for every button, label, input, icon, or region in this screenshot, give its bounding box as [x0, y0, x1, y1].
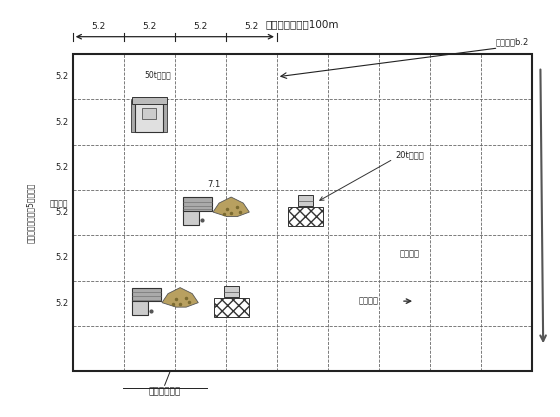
Text: 施工方向: 施工方向	[359, 296, 379, 306]
Text: 5.2: 5.2	[91, 22, 105, 31]
Text: 施工长度不小于100m: 施工长度不小于100m	[265, 19, 339, 29]
Bar	[73, 54, 532, 371]
Text: 5.2: 5.2	[55, 118, 68, 127]
Text: 5.2: 5.2	[55, 208, 68, 217]
Polygon shape	[213, 197, 249, 216]
Bar	[132, 288, 161, 301]
Bar	[162, 100, 167, 131]
Bar	[73, 100, 277, 371]
Text: 碾压层厚: 碾压层厚	[400, 249, 420, 258]
Text: 5.2: 5.2	[55, 72, 68, 81]
Bar	[183, 209, 199, 225]
Text: 路幅宽度b.2: 路幅宽度b.2	[496, 37, 529, 46]
Text: 5.2: 5.2	[244, 22, 259, 31]
Text: 5.2: 5.2	[55, 163, 68, 172]
Bar	[132, 97, 167, 103]
Bar	[132, 100, 137, 131]
Text: 施工层数: 施工层数	[49, 200, 68, 209]
Bar	[132, 299, 148, 315]
Bar	[288, 207, 323, 226]
Text: 20t振动车: 20t振动车	[396, 151, 424, 159]
Text: 5.2: 5.2	[142, 22, 156, 31]
Text: 碾压遍数（以最后5遍为准）: 碾压遍数（以最后5遍为准）	[26, 183, 35, 243]
Bar	[214, 298, 249, 317]
Bar	[136, 100, 164, 131]
Text: 5.2: 5.2	[55, 299, 68, 308]
Bar	[142, 108, 156, 119]
Polygon shape	[162, 288, 198, 307]
Text: 路基填层厚度: 路基填层厚度	[148, 388, 181, 397]
Text: 5.2: 5.2	[55, 254, 68, 262]
Bar	[297, 195, 313, 206]
Text: 7.1: 7.1	[208, 180, 221, 189]
Text: 50t推土机: 50t推土机	[144, 70, 171, 79]
Bar	[223, 286, 239, 297]
Text: 5.2: 5.2	[193, 22, 208, 31]
Bar	[183, 198, 212, 211]
